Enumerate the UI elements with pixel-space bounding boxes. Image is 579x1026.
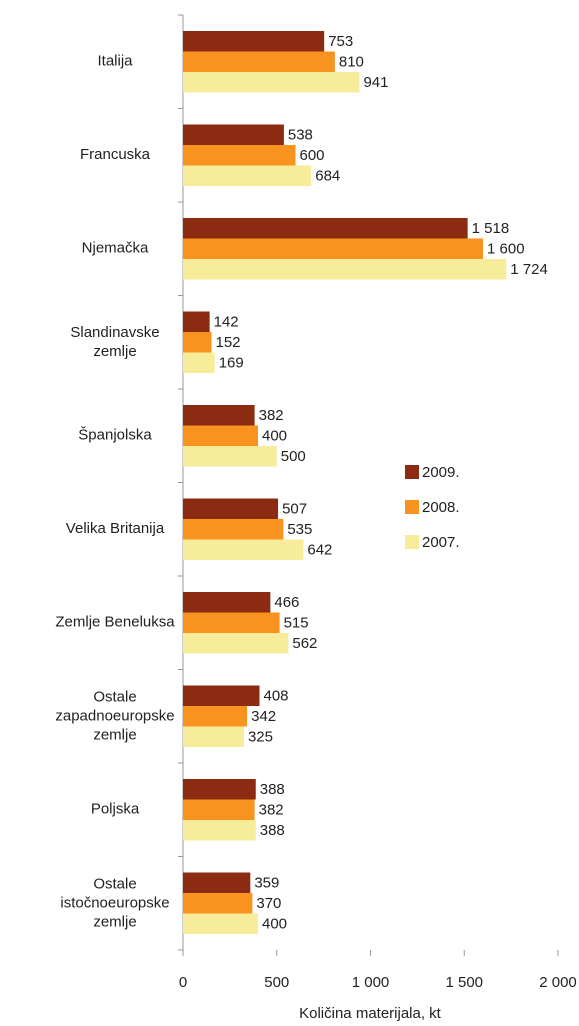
y-tick-label: Ostale zapadnoeuropske zemlje bbox=[55, 688, 174, 743]
value-label: 400 bbox=[262, 428, 287, 445]
value-label: 600 bbox=[300, 147, 325, 164]
bar bbox=[183, 218, 468, 239]
bar bbox=[183, 726, 244, 747]
bar bbox=[183, 332, 212, 353]
bar bbox=[183, 685, 260, 706]
bar bbox=[183, 913, 258, 934]
value-label: 753 bbox=[328, 33, 353, 50]
value-label: 538 bbox=[288, 127, 313, 144]
y-tick-label: Poljska bbox=[91, 801, 140, 818]
value-label: 388 bbox=[260, 822, 285, 839]
value-label: 642 bbox=[307, 542, 332, 559]
bar bbox=[183, 352, 215, 373]
legend-label: 2007. bbox=[422, 534, 460, 551]
value-label: 810 bbox=[339, 54, 364, 71]
bar bbox=[183, 779, 256, 800]
bar bbox=[183, 706, 248, 727]
value-label: 515 bbox=[284, 615, 309, 632]
value-label: 941 bbox=[363, 74, 388, 91]
value-label: 1 724 bbox=[510, 261, 548, 278]
value-label: 142 bbox=[214, 314, 239, 331]
x-tick-label: 500 bbox=[264, 974, 289, 991]
value-label: 382 bbox=[259, 407, 284, 424]
legend-label: 2009. bbox=[422, 464, 460, 481]
y-tick-label: Zemlje Beneluksa bbox=[55, 614, 175, 631]
bar bbox=[183, 799, 255, 820]
bar bbox=[183, 612, 280, 633]
value-label: 342 bbox=[251, 708, 276, 725]
value-label: 535 bbox=[287, 521, 312, 538]
legend-swatch bbox=[405, 500, 419, 514]
y-tick-label: Francuska bbox=[80, 146, 151, 163]
value-label: 466 bbox=[274, 594, 299, 611]
bar bbox=[183, 31, 325, 52]
value-label: 169 bbox=[219, 355, 244, 372]
value-label: 359 bbox=[254, 875, 279, 892]
bar bbox=[183, 405, 255, 426]
y-tick-label: Velika Britanija bbox=[66, 520, 165, 537]
bar bbox=[183, 425, 258, 446]
bar bbox=[183, 51, 335, 72]
y-tick-label: Španjolska bbox=[78, 427, 152, 444]
legend-swatch bbox=[405, 535, 419, 549]
value-label: 400 bbox=[262, 916, 287, 933]
bar bbox=[183, 872, 251, 893]
bar bbox=[183, 259, 507, 280]
bar bbox=[183, 820, 256, 841]
value-label: 408 bbox=[264, 688, 289, 705]
bar bbox=[183, 592, 271, 613]
y-tick-label: Ostale istočnoeuropske zemlje bbox=[60, 875, 169, 930]
y-tick-label: Njemačka bbox=[82, 240, 149, 257]
legend-label: 2008. bbox=[422, 499, 460, 516]
value-label: 152 bbox=[216, 334, 241, 351]
bar bbox=[183, 893, 253, 914]
value-label: 388 bbox=[260, 781, 285, 798]
y-tick-label: Slandinavske zemlje bbox=[70, 324, 159, 360]
x-tick-label: 2 000 bbox=[539, 974, 577, 991]
legend-swatch bbox=[405, 465, 419, 479]
y-tick-label: Italija bbox=[97, 53, 133, 70]
value-label: 1 518 bbox=[472, 220, 510, 237]
value-label: 562 bbox=[292, 635, 317, 652]
bar bbox=[183, 165, 312, 186]
value-label: 684 bbox=[315, 168, 340, 185]
x-axis-label: Količina materijala, kt bbox=[299, 1005, 442, 1022]
x-tick-label: 1 500 bbox=[445, 974, 483, 991]
bar bbox=[183, 72, 360, 93]
bar bbox=[183, 124, 284, 145]
value-label: 507 bbox=[282, 501, 307, 518]
value-label: 1 600 bbox=[487, 241, 525, 258]
bar bbox=[183, 539, 304, 560]
x-tick-label: 1 000 bbox=[352, 974, 390, 991]
value-label: 325 bbox=[248, 729, 273, 746]
value-label: 382 bbox=[259, 802, 284, 819]
bar bbox=[183, 519, 284, 540]
bar bbox=[183, 145, 296, 166]
bar bbox=[183, 238, 483, 259]
value-label: 500 bbox=[281, 448, 306, 465]
bar bbox=[183, 498, 279, 519]
bar bbox=[183, 633, 289, 654]
bar bbox=[183, 446, 277, 467]
x-tick-label: 0 bbox=[179, 974, 187, 991]
value-label: 370 bbox=[256, 895, 281, 912]
bar bbox=[183, 311, 210, 332]
